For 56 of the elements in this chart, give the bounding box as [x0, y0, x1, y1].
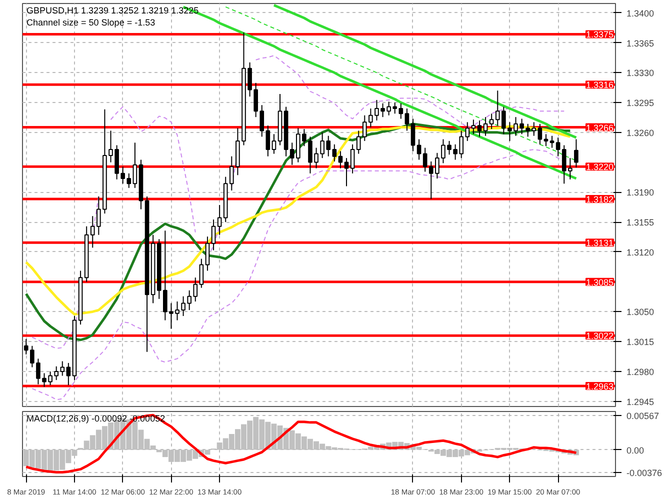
- candlestick: [404, 108, 410, 132]
- ref-line-label: 1.3266: [586, 122, 614, 133]
- candlestick: [556, 137, 560, 157]
- candlestick: [416, 138, 422, 160]
- ref-line-label: 1.3375: [586, 30, 614, 40]
- y-tick-label: 0.00567: [626, 410, 660, 421]
- y-tick-label: 1.3155: [626, 218, 654, 228]
- y-tick-label: 1.2945: [626, 396, 654, 407]
- candlestick: [550, 135, 554, 148]
- candlestick: [90, 216, 95, 248]
- y-tick-label: 1.3400: [626, 8, 654, 18]
- ref-line-label: 1.3182: [586, 194, 614, 205]
- candlestick: [422, 147, 428, 172]
- ref-line-label: 1.2963: [586, 382, 614, 392]
- candlestick: [132, 142, 138, 188]
- y-tick-label: 1.3050: [626, 307, 654, 318]
- y-tick-label: 1.3295: [626, 98, 654, 108]
- candlestick: [483, 116, 488, 136]
- line-series: [272, 4, 578, 139]
- y-tick-label: 0.00: [626, 445, 644, 456]
- candlestick: [66, 362, 71, 386]
- candlestick: [344, 158, 349, 187]
- y-tick-label: 1.3120: [626, 247, 654, 258]
- y-tick-label: 1.3015: [626, 337, 654, 348]
- line-series: [24, 414, 578, 474]
- y-tick-label: 1.3330: [626, 68, 654, 78]
- candlestick: [410, 118, 416, 152]
- candlestick: [338, 150, 343, 169]
- candlestick: [477, 120, 482, 138]
- y-tick-label: 1.2980: [626, 366, 654, 377]
- candlestick: [538, 123, 542, 145]
- candlestick: [199, 258, 204, 288]
- y-tick-label: 1.3260: [626, 128, 654, 138]
- candlestick: [465, 122, 470, 142]
- text: Channel size = 50 Slope = -1.53: [26, 18, 156, 28]
- ref-line-label: 1.3316: [586, 80, 614, 90]
- y-tick-label: 1.3365: [626, 38, 654, 48]
- y-tick-label: 1.3190: [626, 188, 654, 198]
- candlestick: [544, 134, 548, 147]
- ref-line-label: 1.3085: [586, 277, 614, 288]
- candlestick: [217, 204, 222, 236]
- ref-line-label: 1.3022: [586, 331, 614, 342]
- ref-line-label: 1.3131: [586, 238, 614, 248]
- candlestick: [211, 219, 216, 251]
- candlestick: [350, 144, 355, 174]
- candlestick: [266, 125, 270, 157]
- candlestick: [574, 138, 578, 168]
- candlestick: [30, 345, 34, 368]
- ref-line-label: 1.3220: [586, 162, 614, 172]
- candlestick: [332, 144, 337, 162]
- candlestick: [489, 113, 494, 130]
- candlestick: [272, 134, 276, 154]
- candlestick: [471, 119, 476, 135]
- y-tick-label: -0.00376: [626, 468, 662, 478]
- candlestick: [24, 338, 28, 355]
- candlestick: [205, 236, 210, 272]
